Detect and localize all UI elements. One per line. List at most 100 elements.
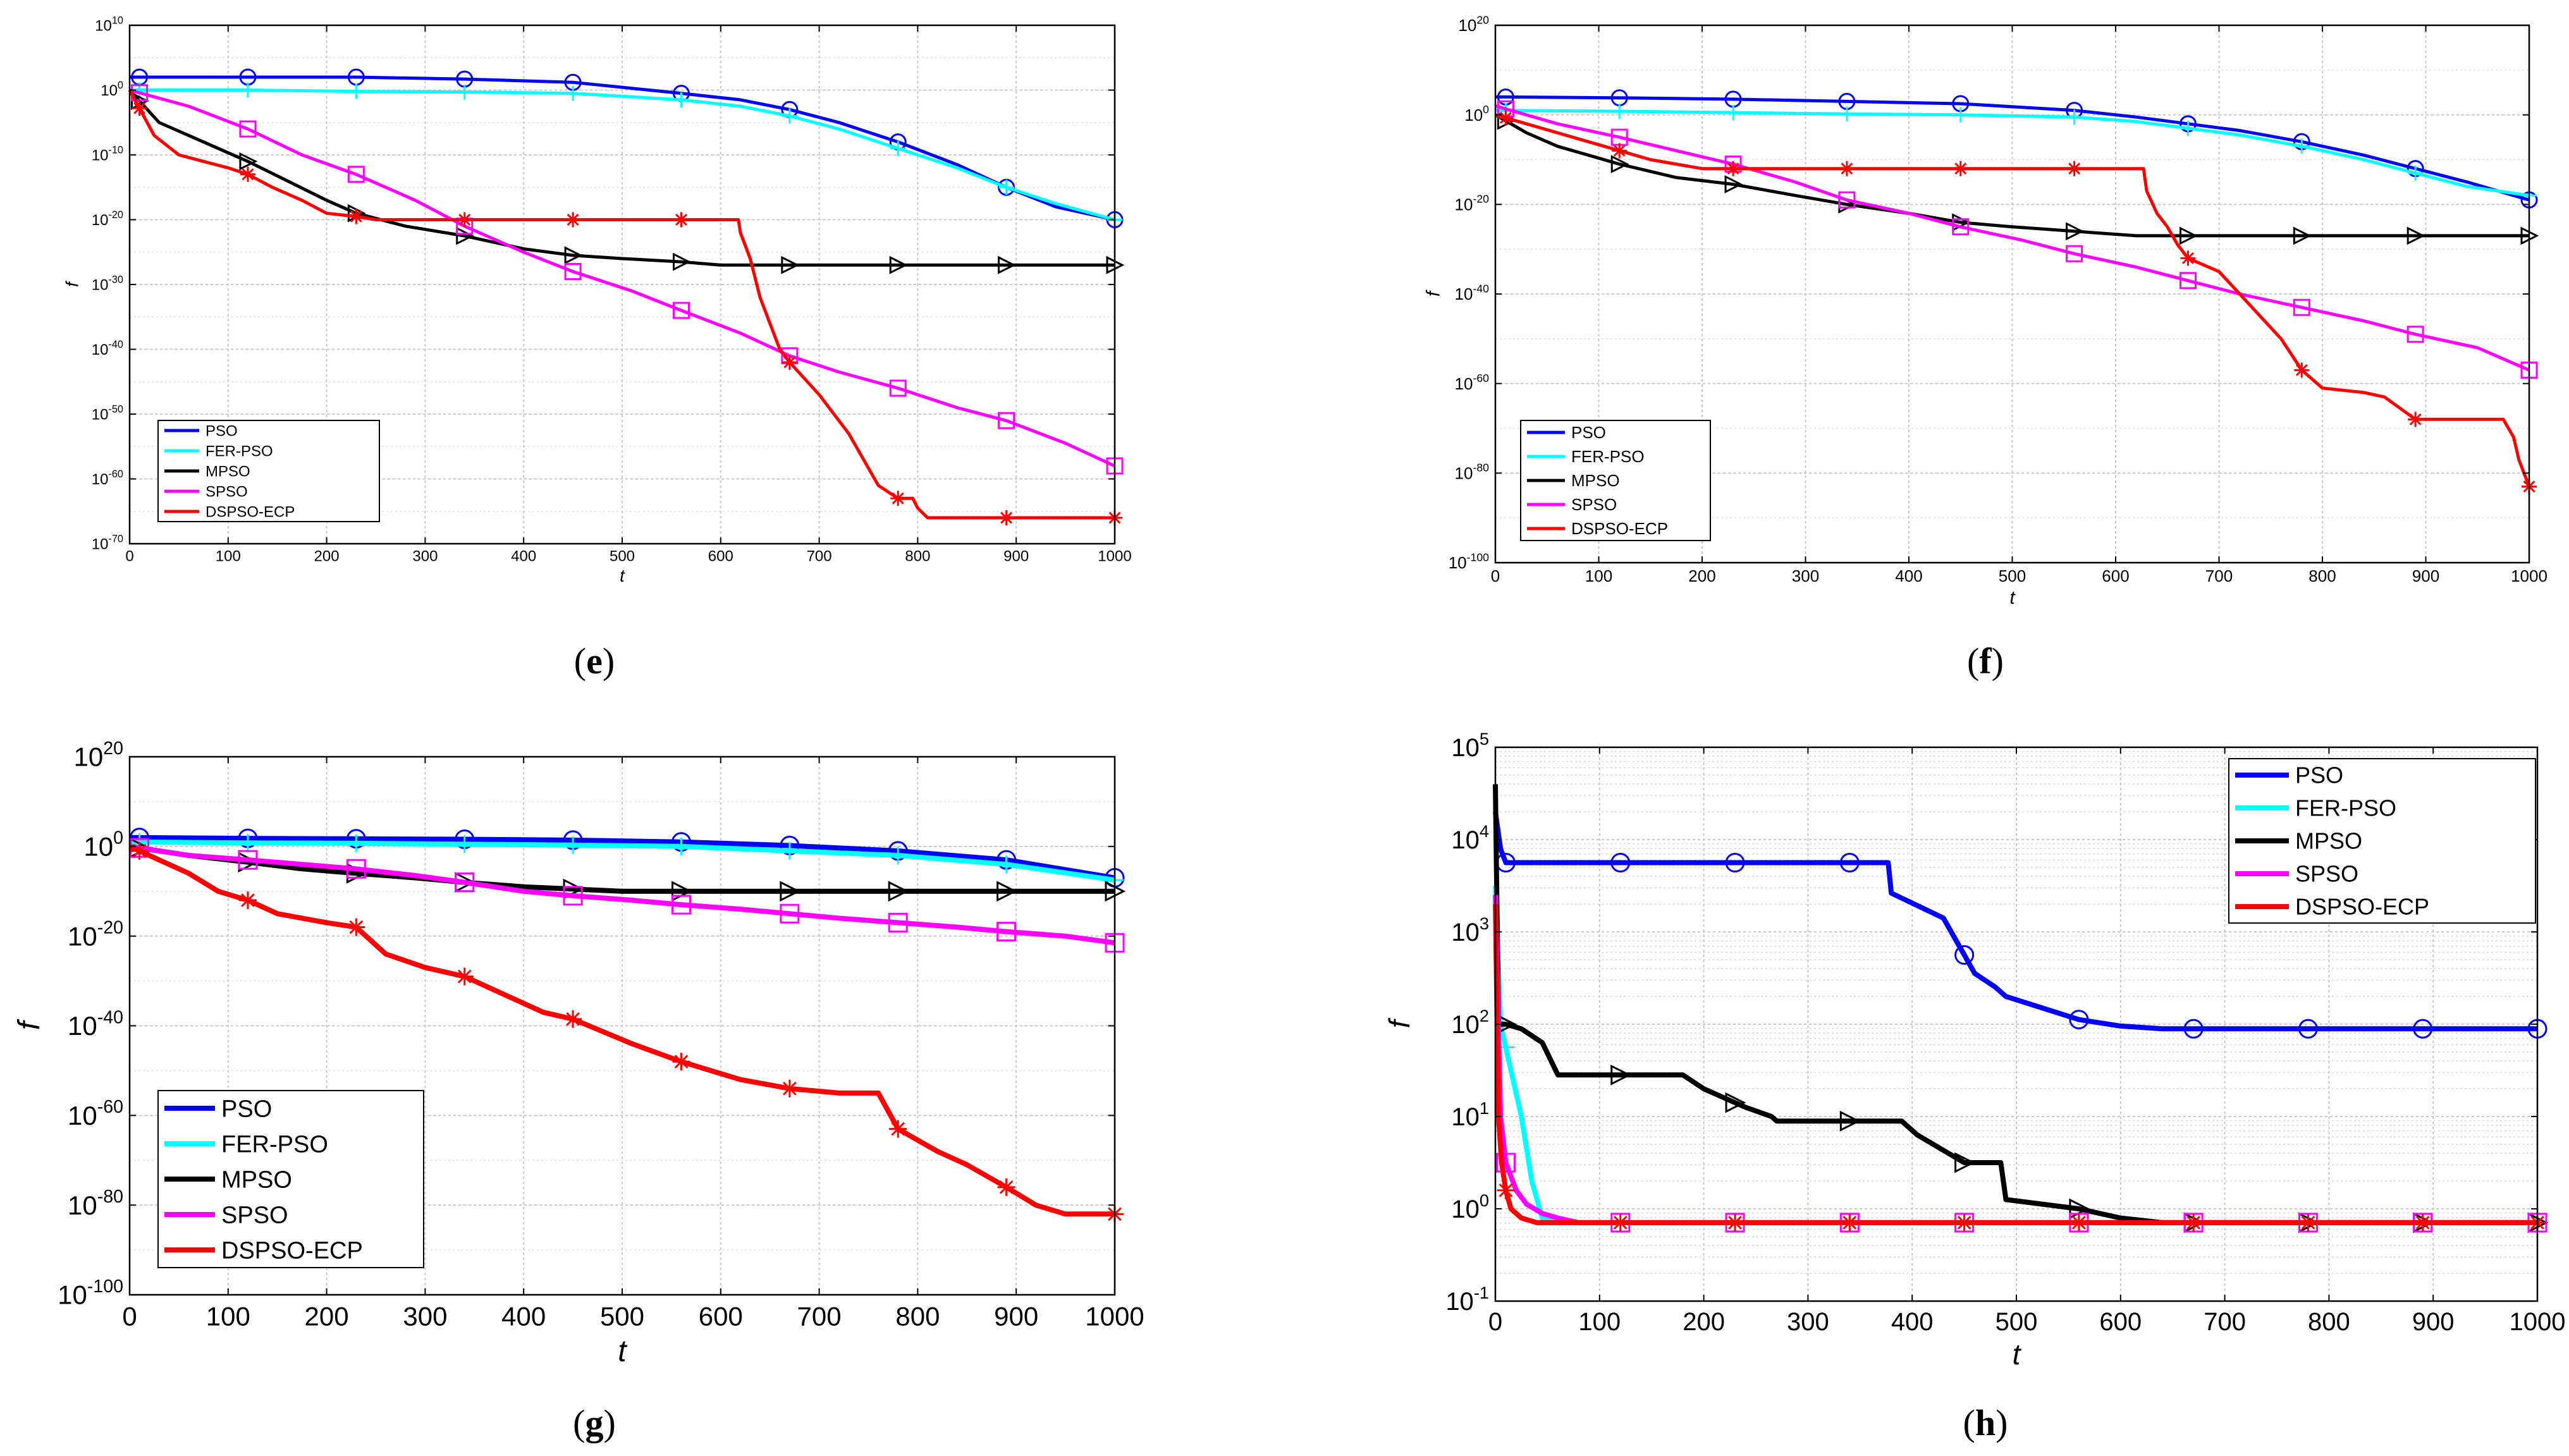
legend-box bbox=[1520, 420, 1711, 541]
x-tick-label: 1000 bbox=[2511, 566, 2548, 585]
series-line-fer-pso bbox=[130, 89, 1115, 221]
marker-asterisk bbox=[998, 510, 1014, 525]
marker-plus bbox=[1953, 107, 1968, 123]
x-tick-label: 300 bbox=[403, 1301, 447, 1331]
marker-square bbox=[1952, 218, 1970, 236]
marker-square bbox=[996, 922, 1017, 942]
marker-plus bbox=[2066, 109, 2082, 125]
x-tick-label: 200 bbox=[1683, 1308, 1725, 1336]
marker-asterisk bbox=[130, 841, 149, 860]
x-axis-label: t bbox=[2013, 1338, 2022, 1371]
marker-triangle-right bbox=[1839, 1110, 1861, 1132]
marker-asterisk bbox=[565, 212, 581, 228]
marker-triangle-right bbox=[888, 881, 909, 902]
x-tick-label: 900 bbox=[2412, 1308, 2455, 1336]
y-tick-label: 105 bbox=[1451, 729, 1489, 762]
y-tick-label: 10-1 bbox=[1445, 1283, 1489, 1316]
marker-asterisk bbox=[1498, 110, 1514, 126]
marker-plus bbox=[672, 837, 690, 855]
y-tick-label: 10-20 bbox=[92, 209, 123, 229]
x-tick-label: 200 bbox=[314, 548, 340, 565]
marker-triangle-right bbox=[780, 881, 801, 902]
y-tick-label: 1020 bbox=[1458, 13, 1489, 35]
marker-triangle-right bbox=[2293, 226, 2312, 245]
x-tick-label: 600 bbox=[2102, 566, 2129, 585]
marker-asterisk bbox=[2069, 1213, 2088, 1232]
y-tick-label: 100 bbox=[101, 80, 123, 99]
legend-label: PSO bbox=[1571, 423, 1606, 442]
marker-plus bbox=[1726, 105, 1741, 121]
y-tick-label: 10-60 bbox=[68, 1097, 123, 1130]
series-line-fer-pso bbox=[129, 839, 1115, 883]
marker-square bbox=[780, 903, 800, 924]
marker-circle bbox=[2413, 1019, 2433, 1039]
y-axis-label: f bbox=[62, 280, 82, 287]
marker-asterisk bbox=[997, 1178, 1015, 1196]
legend-label: FER-PSO bbox=[205, 443, 273, 460]
x-tick-label: 0 bbox=[1491, 566, 1500, 585]
x-tick-label: 100 bbox=[1585, 566, 1612, 585]
x-tick-label: 200 bbox=[1688, 566, 1715, 585]
series-line-pso bbox=[129, 835, 1115, 881]
x-tick-label: 500 bbox=[1996, 1308, 2038, 1336]
marker-plus bbox=[1839, 106, 1855, 122]
x-tick-label: 200 bbox=[305, 1301, 349, 1331]
y-tick-label: 10-20 bbox=[1455, 193, 1490, 214]
marker-square bbox=[1838, 191, 1856, 209]
y-tick-label: 10-80 bbox=[68, 1187, 123, 1220]
x-tick-label: 300 bbox=[1787, 1308, 1829, 1336]
chart-panel-h: 0 100 200 300 400 500 600 700 800 900 1000 10-1 100 1… bbox=[1383, 729, 2565, 1443]
marker-plus bbox=[2294, 138, 2310, 154]
panel-label: (e) bbox=[574, 640, 615, 682]
x-tick-label: 400 bbox=[1891, 1308, 1934, 1336]
marker-triangle-right bbox=[1954, 1152, 1975, 1173]
legend-label: SPSO bbox=[221, 1202, 288, 1228]
marker-asterisk bbox=[1612, 143, 1628, 159]
marker-asterisk bbox=[1841, 1213, 1859, 1232]
marker-triangle-right bbox=[2066, 222, 2084, 241]
marker-plus bbox=[347, 834, 365, 852]
y-tick-label: 10-60 bbox=[1455, 372, 1490, 393]
marker-asterisk bbox=[238, 891, 257, 909]
legend-label: PSO bbox=[205, 422, 238, 439]
series-line-spso bbox=[129, 843, 1115, 946]
marker-square bbox=[888, 912, 908, 933]
x-tick-label: 1000 bbox=[1085, 1301, 1144, 1331]
y-tick-label: 10-80 bbox=[1455, 462, 1490, 483]
x-axis-label: t bbox=[2009, 587, 2016, 608]
marker-triangle-right bbox=[781, 255, 800, 274]
marker-asterisk bbox=[2066, 161, 2082, 176]
legend-label: SPSO bbox=[205, 483, 248, 500]
marker-asterisk bbox=[672, 1053, 690, 1071]
marker-asterisk bbox=[1497, 1181, 1515, 1199]
marker-square bbox=[2179, 272, 2197, 290]
marker-square bbox=[671, 895, 691, 915]
x-tick-label: 100 bbox=[1578, 1308, 1621, 1336]
y-tick-label: 10-60 bbox=[92, 468, 123, 488]
marker-square bbox=[238, 850, 258, 870]
x-tick-label: 800 bbox=[2308, 1308, 2350, 1336]
legend-label: DSPSO-ECP bbox=[1571, 519, 1668, 538]
y-tick-label: 10-20 bbox=[68, 917, 123, 951]
x-tick-label: 700 bbox=[797, 1301, 842, 1331]
x-tick-label: 400 bbox=[1895, 566, 1922, 585]
y-axis-label: f bbox=[1423, 290, 1444, 297]
x-tick-label: 300 bbox=[412, 548, 438, 565]
marker-plus bbox=[998, 180, 1014, 195]
y-tick-label: 10-100 bbox=[58, 1276, 123, 1310]
marker-asterisk bbox=[782, 355, 797, 370]
marker-asterisk bbox=[2185, 1213, 2203, 1232]
x-tick-label: 900 bbox=[994, 1301, 1038, 1331]
marker-square bbox=[2066, 245, 2083, 262]
x-tick-label: 600 bbox=[708, 548, 733, 565]
chart-panel-g: 0 100 200 300 400 500 600 700 800 900 1000 10-100 10… bbox=[12, 738, 1144, 1443]
y-tick-label: 104 bbox=[1451, 821, 1489, 854]
chart-panel-f: 0 100 200 300 400 500 600 700 800 900 1000 10-100 10… bbox=[1423, 13, 2548, 682]
marker-square bbox=[2293, 298, 2310, 316]
x-tick-label: 400 bbox=[511, 548, 536, 565]
marker-circle bbox=[2298, 1019, 2318, 1039]
x-tick-label: 500 bbox=[1999, 566, 2026, 585]
x-tick-label: 900 bbox=[1003, 548, 1029, 565]
marker-square bbox=[1495, 1153, 1516, 1173]
legend-label: PSO bbox=[221, 1096, 272, 1122]
